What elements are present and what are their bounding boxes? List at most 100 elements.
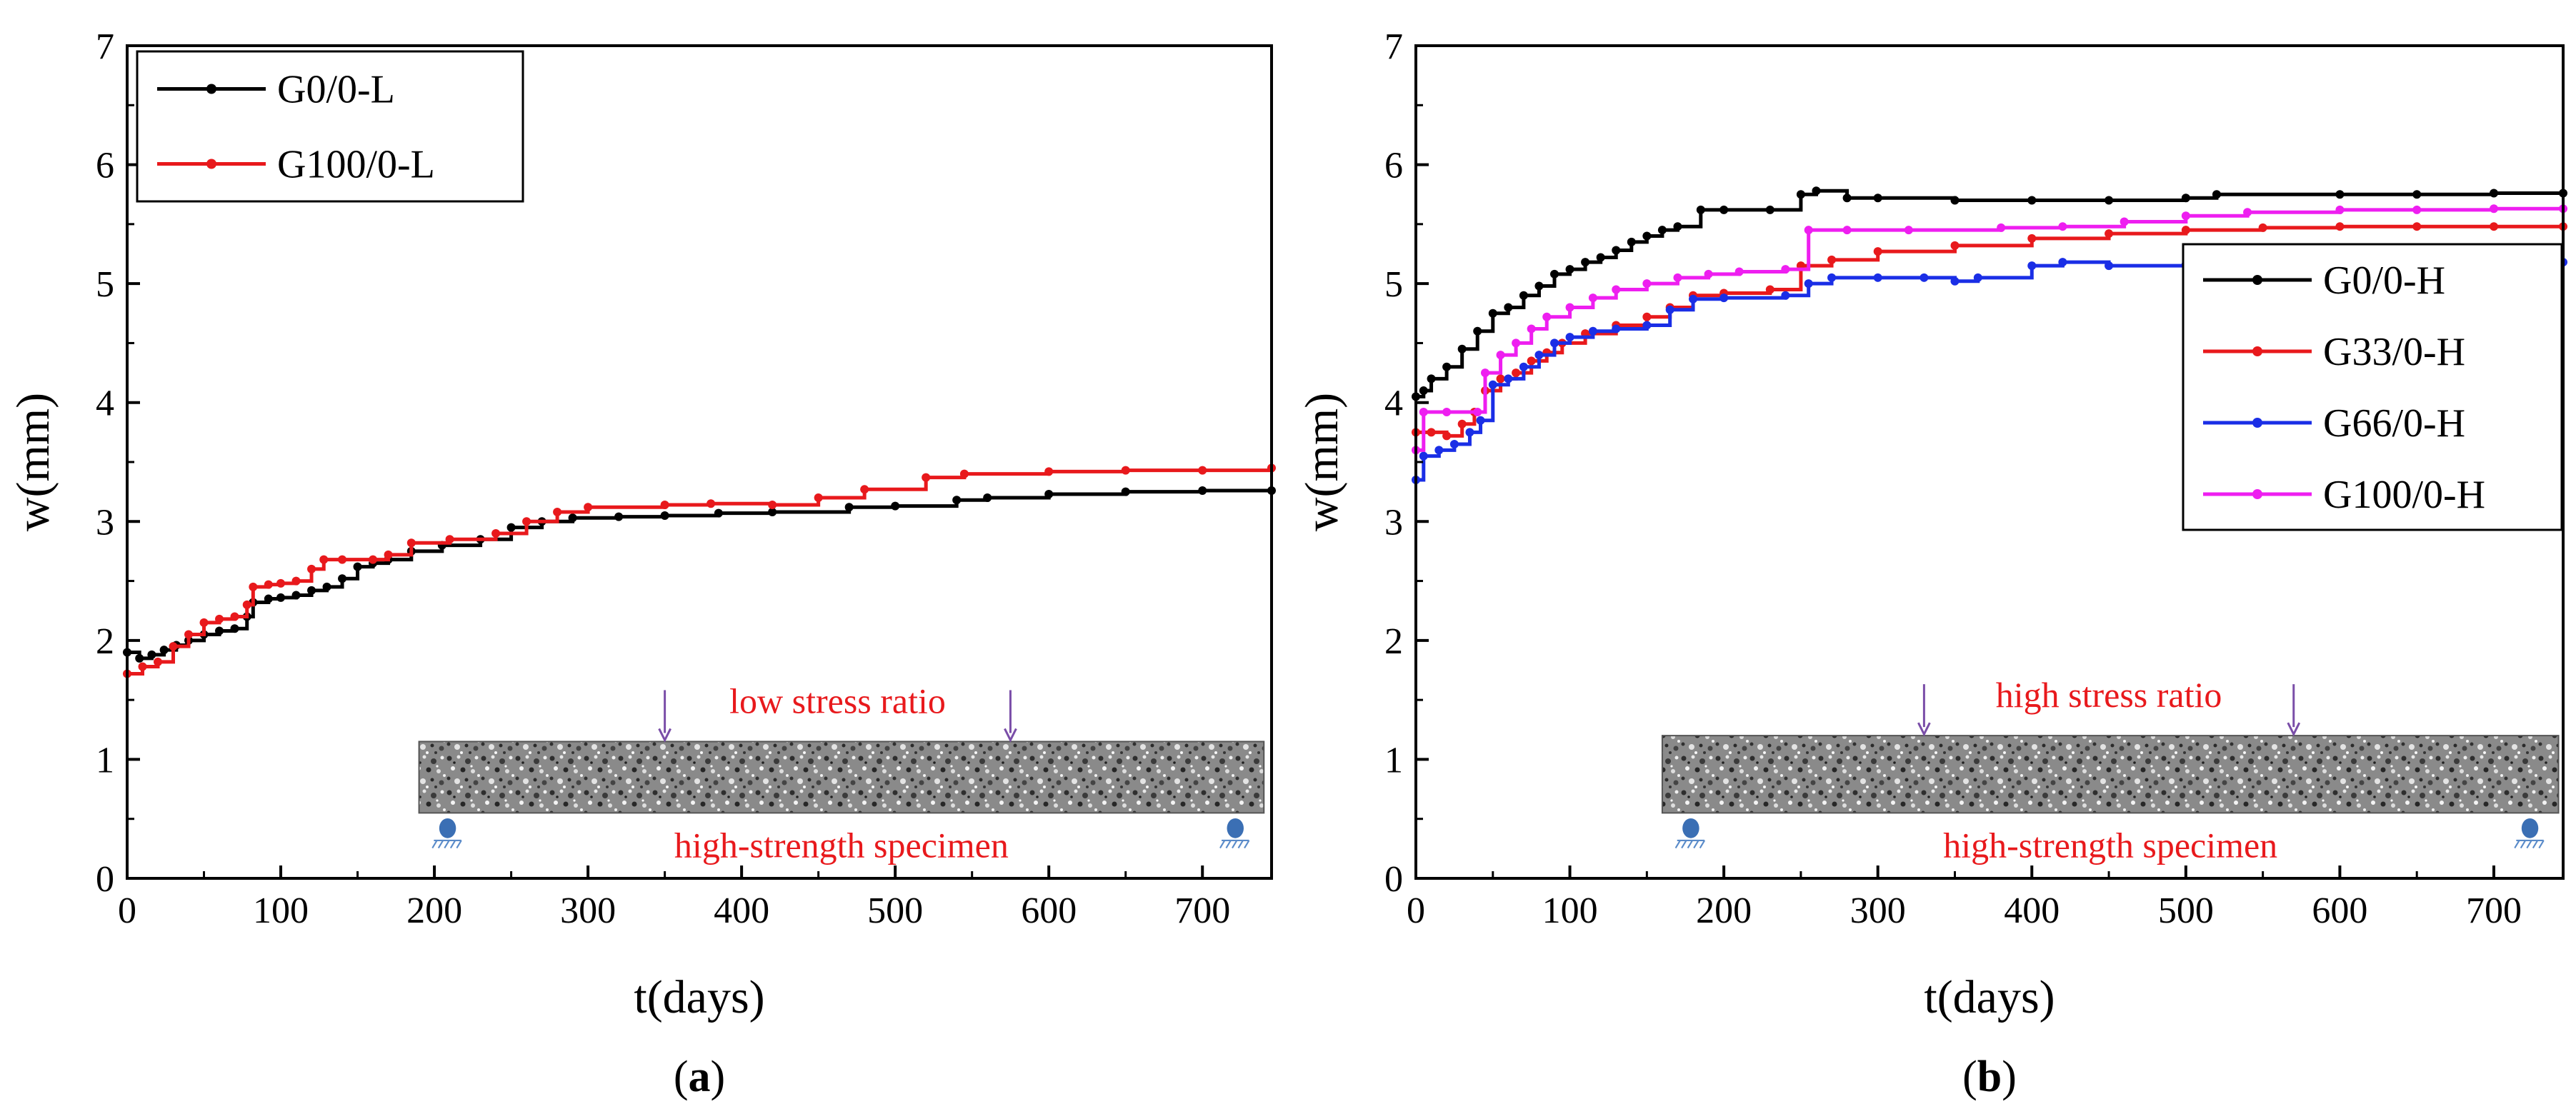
data-point bbox=[506, 523, 516, 532]
inset-bottom-label: high-strength specimen bbox=[674, 825, 1009, 865]
data-point bbox=[1449, 440, 1459, 449]
data-point bbox=[1873, 194, 1882, 203]
series-G0/0-L bbox=[123, 486, 1276, 663]
x-tick-label: 500 bbox=[2158, 890, 2214, 931]
data-point bbox=[135, 653, 144, 663]
data-point bbox=[1734, 267, 1744, 276]
data-point bbox=[1873, 247, 1882, 256]
data-point bbox=[522, 517, 531, 526]
legend-item: G100/0-H bbox=[2203, 473, 2485, 517]
data-point bbox=[1765, 205, 1774, 214]
data-point bbox=[2181, 194, 2190, 203]
y-tick-label: 5 bbox=[1384, 264, 1403, 305]
data-point bbox=[215, 626, 224, 636]
series-G66/0-H bbox=[1412, 258, 2567, 484]
data-point bbox=[1565, 333, 1574, 342]
data-point bbox=[1612, 324, 1621, 333]
data-point bbox=[1827, 273, 1837, 282]
legend-label: G100/0-H bbox=[2323, 473, 2485, 517]
legend-marker bbox=[2252, 346, 2262, 356]
data-point bbox=[922, 473, 931, 482]
data-point bbox=[2105, 229, 2114, 239]
data-point bbox=[2181, 226, 2190, 235]
data-point bbox=[2105, 261, 2114, 271]
series-line bbox=[127, 488, 1272, 661]
beam-schematic: high stress ratio high-strength specimen bbox=[1661, 675, 2560, 865]
data-point bbox=[891, 501, 900, 511]
data-point bbox=[1642, 279, 1652, 288]
data-point bbox=[1457, 344, 1467, 353]
data-point bbox=[1044, 489, 1054, 498]
data-point bbox=[1812, 186, 1821, 196]
data-point bbox=[1565, 265, 1574, 274]
data-point bbox=[1476, 416, 1485, 425]
data-point bbox=[1588, 326, 1597, 336]
data-point bbox=[1427, 374, 1436, 383]
data-point bbox=[1121, 487, 1130, 496]
x-tick-label: 0 bbox=[118, 890, 136, 931]
data-point bbox=[1642, 321, 1652, 330]
x-tick-label: 200 bbox=[1696, 890, 1752, 931]
data-point bbox=[1534, 351, 1544, 360]
data-point bbox=[553, 507, 562, 516]
data-point bbox=[138, 662, 147, 671]
data-point bbox=[291, 576, 301, 586]
y-tick-label: 0 bbox=[1384, 859, 1403, 900]
x-tick-label: 600 bbox=[1021, 890, 1077, 931]
data-point bbox=[1434, 446, 1444, 455]
x-tick-label: 700 bbox=[1174, 890, 1230, 931]
data-point bbox=[1657, 226, 1667, 235]
y-tick-label: 3 bbox=[96, 502, 114, 543]
data-point bbox=[322, 582, 331, 591]
y-tick-label: 1 bbox=[96, 740, 114, 781]
y-tick-label: 7 bbox=[1384, 26, 1403, 67]
data-point bbox=[1796, 190, 1805, 199]
y-tick-label: 4 bbox=[1384, 383, 1403, 424]
support-icon bbox=[1219, 817, 1250, 849]
data-point bbox=[1457, 419, 1467, 428]
data-point bbox=[1842, 226, 1852, 235]
data-point bbox=[1642, 231, 1652, 241]
data-point bbox=[1719, 293, 1729, 303]
series-G100/0-L bbox=[123, 463, 1276, 678]
x-tick-label: 200 bbox=[406, 890, 462, 931]
data-point bbox=[2335, 222, 2345, 231]
data-point bbox=[1804, 279, 1813, 288]
data-point bbox=[276, 593, 286, 602]
y-tick-label: 6 bbox=[96, 146, 114, 186]
data-point bbox=[276, 578, 286, 588]
data-point bbox=[2058, 258, 2067, 267]
data-point bbox=[2412, 222, 2422, 231]
y-axis-label: w(mm) bbox=[7, 393, 59, 531]
data-point bbox=[2027, 234, 2037, 243]
data-point bbox=[1504, 303, 1513, 312]
series-line bbox=[127, 468, 1274, 676]
data-point bbox=[2489, 222, 2498, 231]
data-point bbox=[1473, 326, 1482, 336]
series-G0/0-H bbox=[1412, 186, 2567, 401]
x-tick-label: 300 bbox=[1850, 890, 1906, 931]
data-point bbox=[2489, 189, 2498, 198]
data-point bbox=[1842, 194, 1852, 203]
y-tick-label: 2 bbox=[96, 621, 114, 662]
data-point bbox=[1419, 451, 1428, 461]
legend-item: G100/0-L bbox=[157, 143, 435, 187]
data-point bbox=[445, 535, 454, 544]
data-point bbox=[1673, 273, 1682, 282]
data-point bbox=[1804, 226, 1813, 235]
chart-panel-a: low stress ratio high-strength specimen 0 1… bbox=[7, 26, 1276, 1101]
data-point bbox=[319, 555, 329, 564]
data-point bbox=[159, 646, 169, 655]
data-point bbox=[249, 582, 258, 591]
x-tick-label: 500 bbox=[867, 890, 923, 931]
data-point bbox=[1442, 362, 1452, 371]
data-point bbox=[1642, 312, 1652, 321]
data-point bbox=[1596, 253, 1605, 262]
data-point bbox=[369, 555, 378, 564]
legend-label: G100/0-L bbox=[277, 143, 435, 187]
legend-label: G33/0-H bbox=[2323, 330, 2465, 374]
y-tick-label: 5 bbox=[96, 264, 114, 305]
data-point bbox=[264, 580, 273, 589]
data-point bbox=[1950, 241, 1960, 250]
legend: G0/0-H G33/0-H G66/0-H G100/0-H bbox=[2182, 243, 2563, 531]
